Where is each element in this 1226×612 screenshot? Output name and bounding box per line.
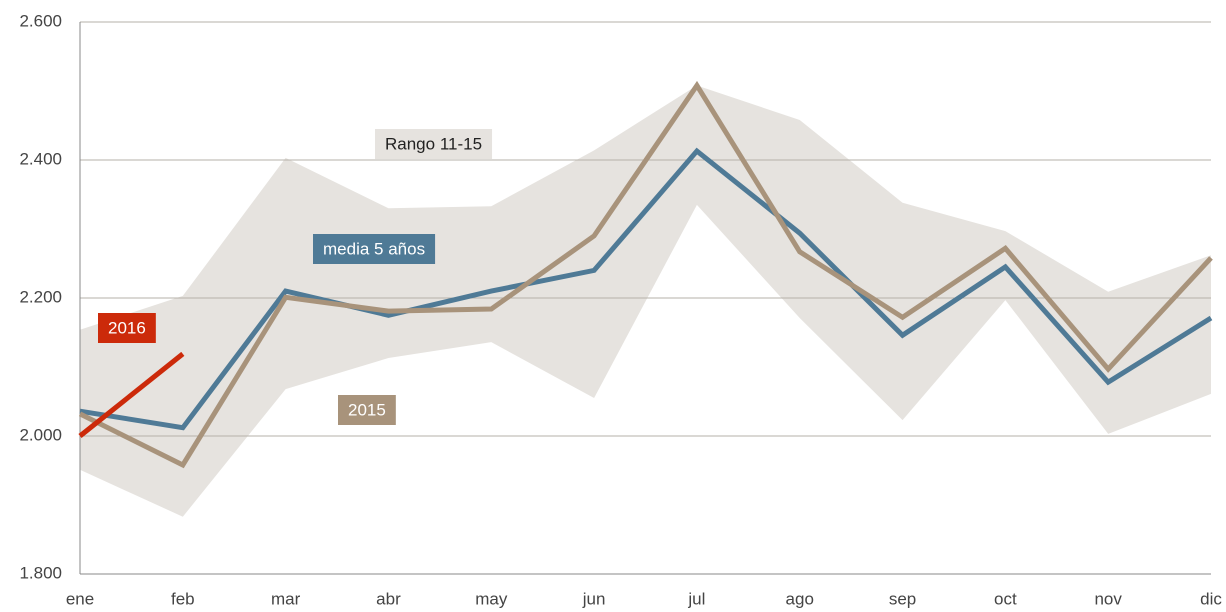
x-tick-label: feb [171, 589, 195, 608]
x-tick-label: jul [687, 589, 705, 608]
legend-label-box [98, 313, 156, 343]
x-tick-label: ene [66, 589, 94, 608]
y-tick-label: 2.000 [19, 425, 62, 444]
y-tick-label: 1.800 [19, 563, 62, 582]
series-line [78, 80, 1213, 469]
legend-label: 2016 [108, 318, 146, 337]
x-tick-label: ago [786, 589, 814, 608]
legend-label: 2015 [348, 400, 386, 419]
y-tick-label: 2.200 [19, 287, 62, 306]
x-tick-label: dic [1200, 589, 1222, 608]
band-label-box [375, 129, 493, 159]
legend-label: media 5 años [323, 239, 425, 258]
series-line [79, 147, 1213, 431]
x-tick-label: jun [582, 589, 606, 608]
x-tick-label: may [475, 589, 508, 608]
y-tick-label: 2.400 [19, 149, 62, 168]
x-tick-label: sep [889, 589, 916, 608]
x-tick-label: mar [271, 589, 301, 608]
range-band [80, 85, 1211, 517]
legend-label-box [338, 395, 396, 425]
y-tick-label: 2.600 [19, 11, 62, 30]
x-tick-label: abr [376, 589, 401, 608]
legend-label-box [313, 234, 436, 264]
series-line [78, 351, 185, 438]
band-label: Rango 11-15 [385, 134, 482, 153]
x-tick-label: oct [994, 589, 1017, 608]
x-tick-label: nov [1094, 589, 1122, 608]
